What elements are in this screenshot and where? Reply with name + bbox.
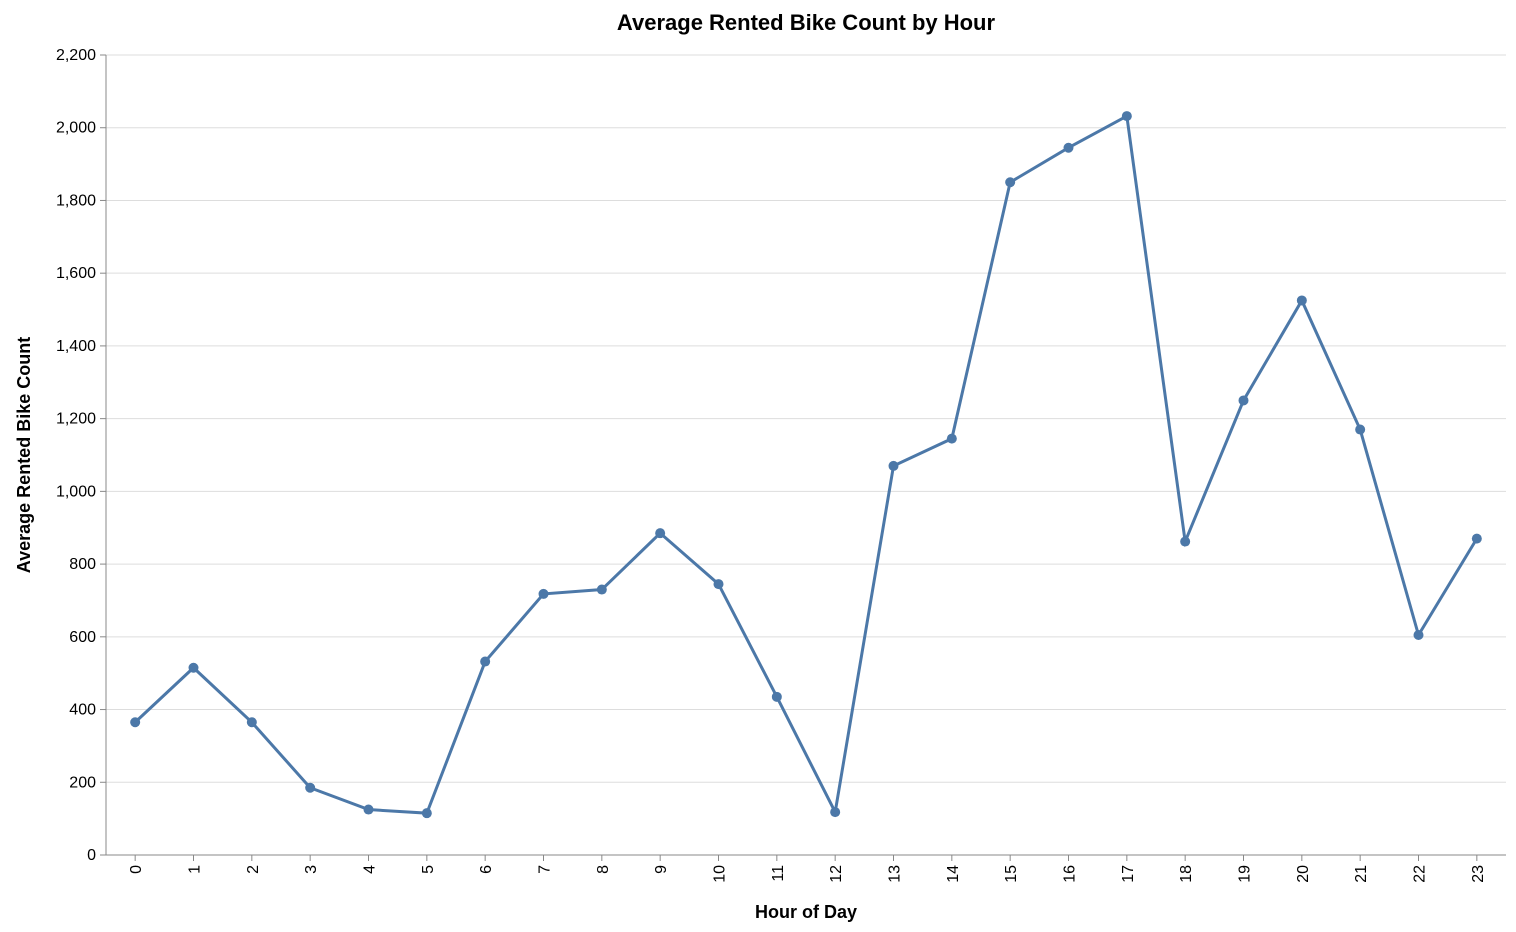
data-point (1296, 295, 1307, 306)
x-tick-label: 22 (1412, 865, 1429, 883)
x-tick-label: 10 (712, 865, 729, 883)
data-point (1005, 177, 1016, 188)
data-point (1355, 424, 1366, 435)
axes (105, 55, 1506, 856)
series-line (134, 113, 1479, 817)
x-tick-label: 17 (1120, 865, 1137, 883)
x-tick-label: 21 (1353, 865, 1370, 883)
data-point (305, 782, 316, 793)
x-tick-label: 16 (1062, 865, 1079, 883)
y-tick-label: 0 (87, 847, 96, 864)
data-point (421, 808, 432, 819)
x-tick-label: 6 (478, 865, 495, 874)
y-tick-label: 200 (69, 774, 96, 791)
data-point (1471, 533, 1482, 544)
data-point (713, 579, 724, 590)
y-tick-label: 1,600 (56, 265, 96, 282)
y-gridlines (106, 54, 1506, 783)
x-tick-label: 13 (887, 865, 904, 883)
x-tick-label: 12 (828, 865, 845, 883)
y-tick-label: 1,000 (56, 483, 96, 500)
y-tick-label: 2,000 (56, 120, 96, 137)
data-point (946, 433, 957, 444)
data-point (130, 717, 141, 728)
x-axis-ticks: 0 1 2 3 4 5 6 7 8 9 10 11 12 13 14 15 16 17 18 19 20 21 22 23 (128, 855, 1487, 883)
x-tick-label: 9 (653, 865, 670, 874)
y-tick-label: 2,200 (56, 47, 96, 64)
x-tick-label: 20 (1295, 865, 1312, 883)
y-tick-label: 400 (69, 702, 96, 719)
data-point (1180, 536, 1191, 547)
y-tick-label: 1,800 (56, 192, 96, 209)
data-point (363, 804, 374, 815)
chart-title: Average Rented Bike Count by Hour (617, 10, 996, 35)
y-tick-label: 800 (69, 556, 96, 573)
x-axis-title: Hour of Day (755, 902, 857, 922)
x-tick-label: 11 (770, 865, 787, 882)
y-tick-label: 600 (69, 629, 96, 646)
x-tick-label: 0 (128, 865, 145, 874)
data-point (246, 717, 257, 728)
data-point (1413, 630, 1424, 640)
data-point (1063, 142, 1074, 153)
x-tick-label: 15 (1003, 865, 1020, 883)
x-tick-label: 18 (1178, 865, 1195, 883)
data-point (830, 807, 841, 818)
x-tick-label: 1 (187, 865, 204, 874)
x-tick-label: 3 (303, 865, 320, 874)
y-axis-ticks: 0 200 400 600 800 1,000 1,200 1,400 1,600 1,800 2,… (56, 47, 106, 864)
data-point (596, 584, 607, 595)
x-tick-label: 4 (362, 865, 379, 874)
data-point (1238, 395, 1249, 406)
x-tick-label: 5 (420, 865, 437, 874)
y-tick-label: 1,200 (56, 411, 96, 428)
y-tick-label: 1,400 (56, 338, 96, 355)
x-tick-label: 14 (945, 865, 962, 883)
x-tick-label: 23 (1470, 865, 1487, 883)
data-point (480, 656, 491, 667)
data-point (188, 662, 199, 673)
x-tick-label: 2 (245, 865, 262, 874)
data-point (1121, 111, 1132, 122)
data-point (538, 588, 549, 599)
x-tick-label: 19 (1237, 865, 1254, 883)
data-point (655, 528, 666, 539)
y-axis-title: Average Rented Bike Count (14, 337, 34, 573)
data-point (771, 691, 782, 702)
data-point (888, 460, 899, 471)
x-tick-label: 8 (595, 865, 612, 874)
x-tick-label: 7 (537, 865, 554, 874)
data-points (130, 111, 1482, 819)
